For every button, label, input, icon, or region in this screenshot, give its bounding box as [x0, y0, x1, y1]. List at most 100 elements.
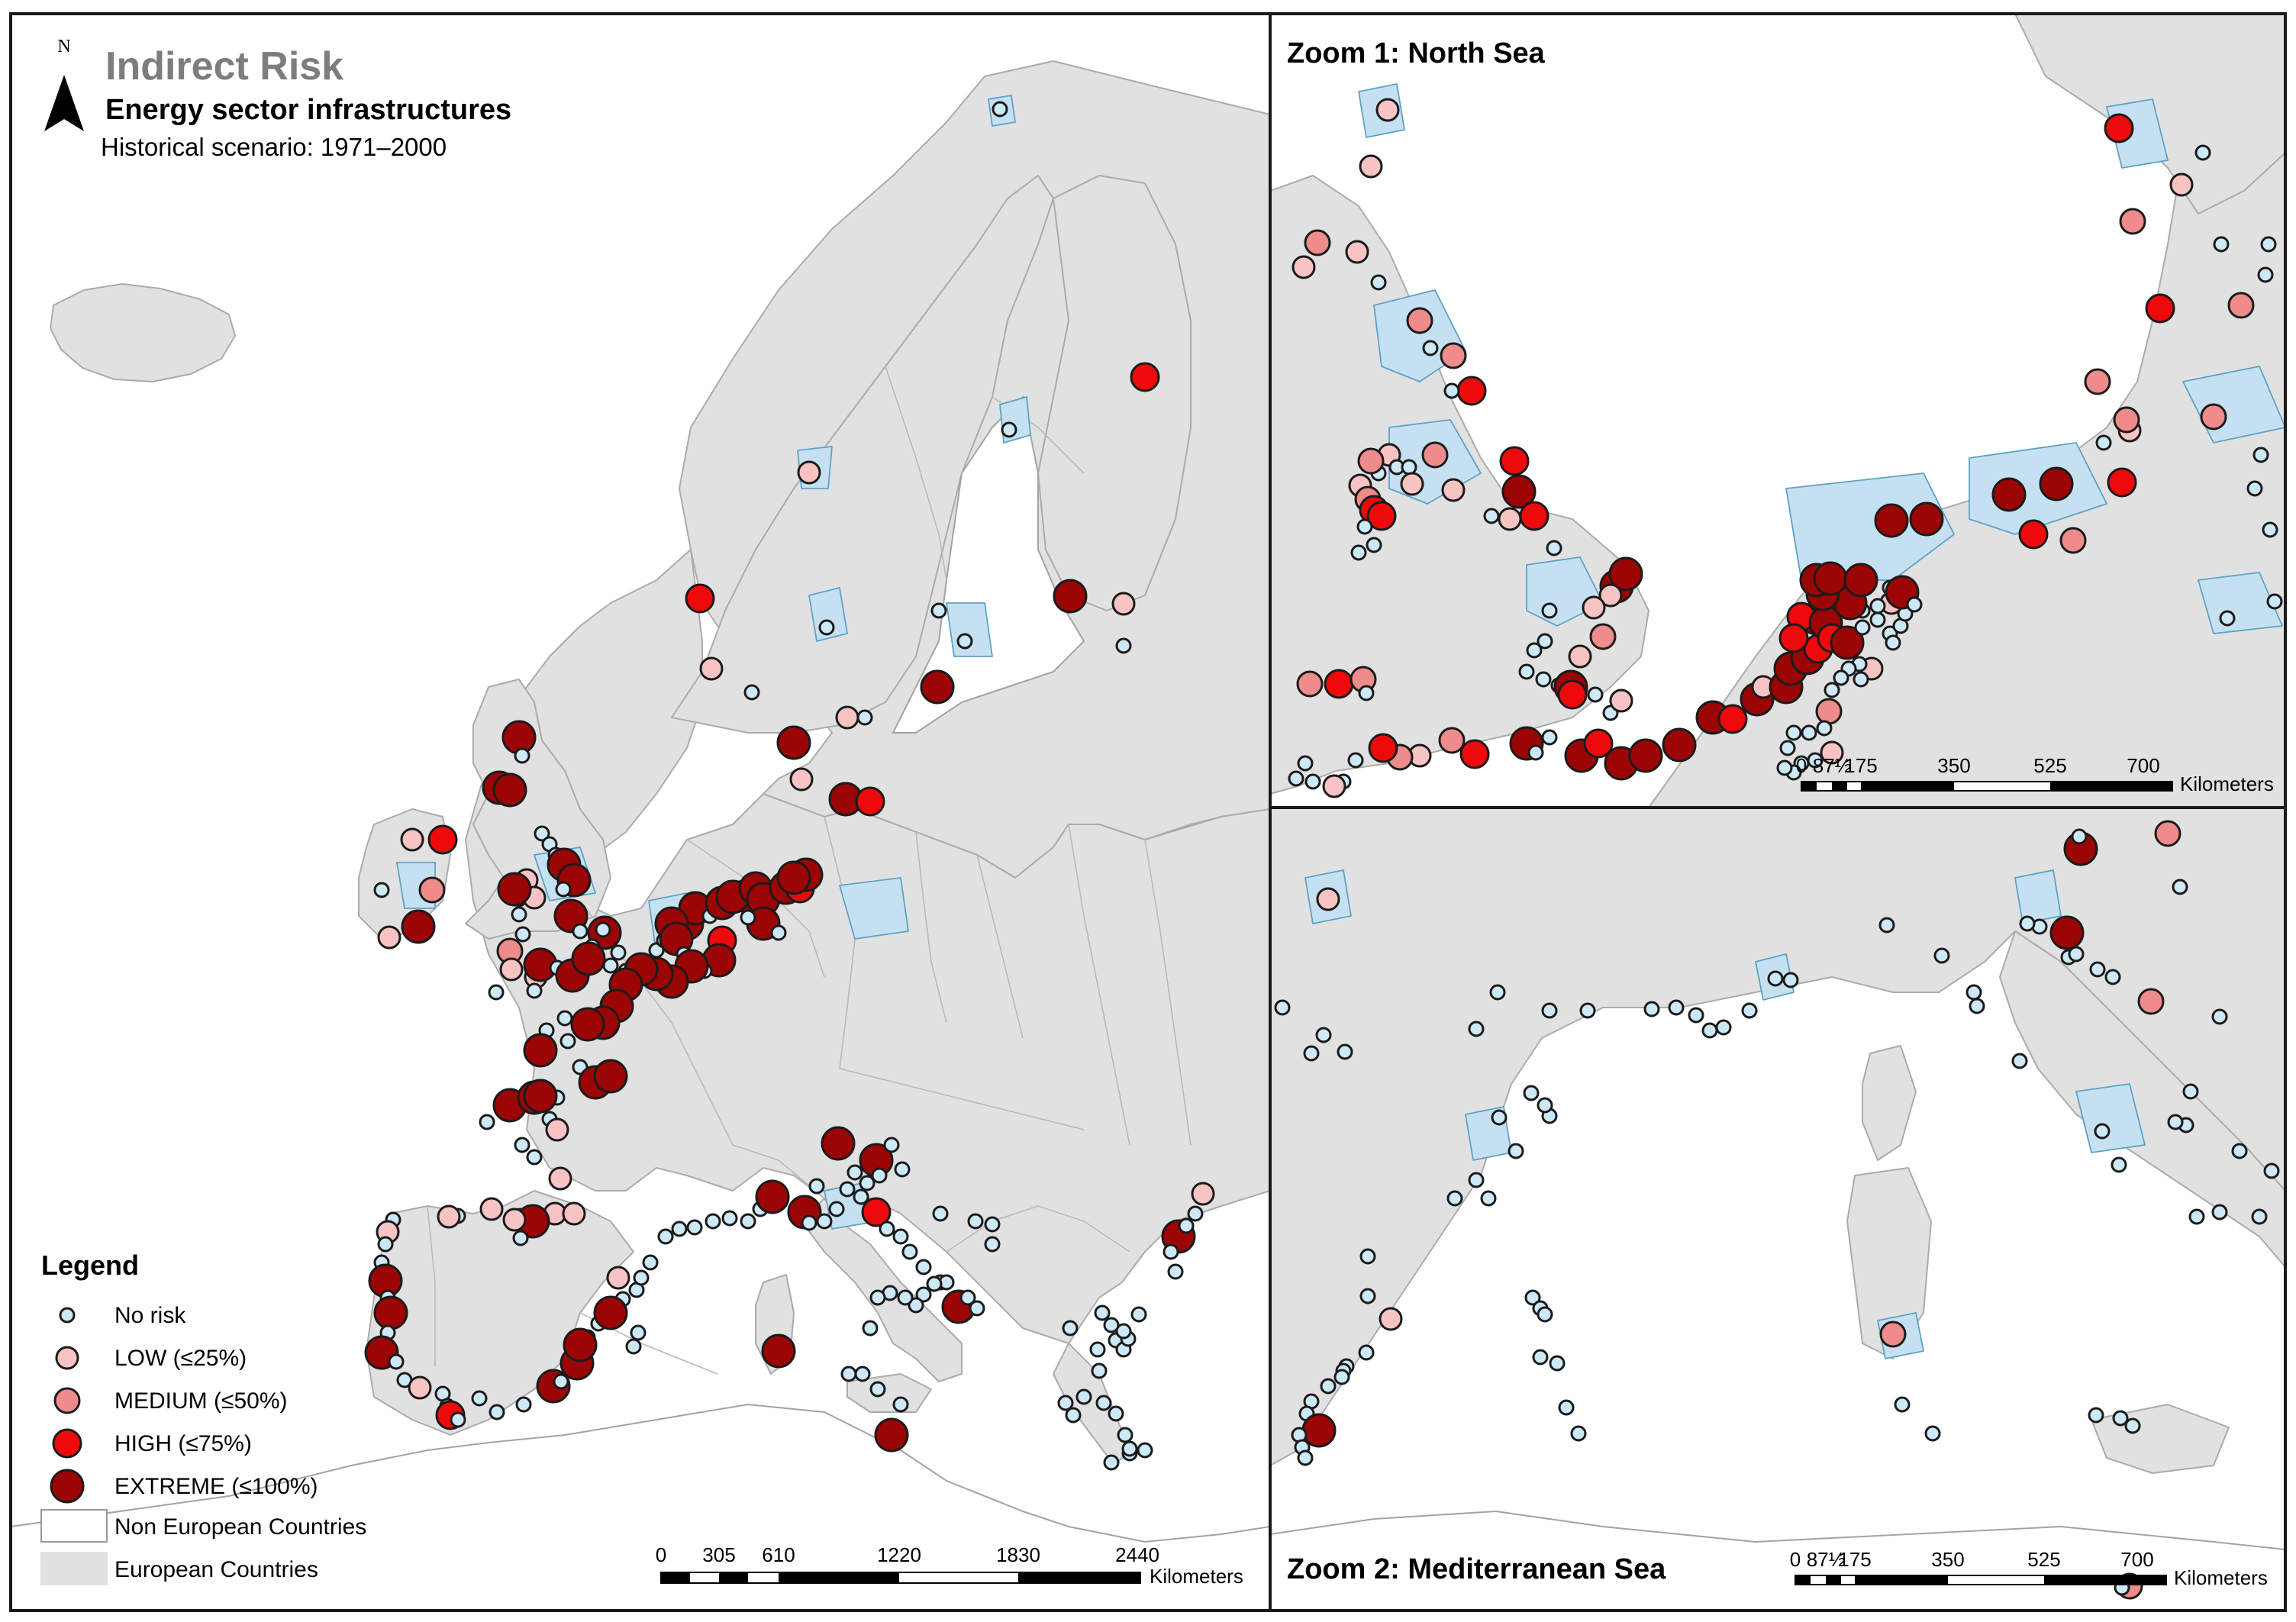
- main-risk-point-none: [630, 1324, 647, 1341]
- zoom1-risk-point-none: [1906, 596, 1923, 613]
- main-risk-point-extreme: [593, 1059, 628, 1094]
- zoom1-risk-point-none: [1779, 740, 1796, 756]
- zoom1-risk-point-medium: [1421, 441, 1449, 469]
- main-risk-point-none: [633, 1269, 650, 1286]
- zoom1-risk-point-none: [2219, 610, 2236, 627]
- main-risk-point-none: [602, 957, 619, 974]
- main-risk-point-none: [559, 1033, 576, 1050]
- main-scale-tick-0: 0: [656, 1543, 666, 1566]
- zoom2-scale-unit: Kilometers: [2174, 1566, 2268, 1589]
- zoom1-risk-point-high: [2107, 467, 2137, 498]
- main-risk-point-none: [869, 1381, 886, 1398]
- main-risk-point-none: [930, 602, 947, 619]
- zoom1-risk-point-extreme: [1991, 477, 2027, 512]
- main-risk-point-none: [992, 101, 1008, 118]
- zoom1-risk-point-medium: [1440, 342, 1467, 369]
- zoom2-risk-point-none: [2188, 1208, 2205, 1225]
- zoom1-risk-point-none: [1853, 671, 1869, 688]
- zoom1-risk-point-none: [1816, 720, 1833, 737]
- scenario-label: Historical scenario: 1971–2000: [101, 133, 447, 161]
- main-risk-point-none: [642, 1254, 659, 1271]
- main-risk-point-none: [883, 1137, 900, 1153]
- zoom1-risk-point-none: [1350, 544, 1367, 561]
- main-scale-tick-1: 305: [702, 1543, 735, 1566]
- main-risk-point-none: [1103, 1454, 1120, 1471]
- main-risk-point-none: [1094, 1304, 1111, 1321]
- zoom2-risk-point-none: [1524, 1289, 1541, 1306]
- main-risk-point-none: [1001, 421, 1017, 438]
- zoom2-scale-bar: 0 87½ 175 350 525 700 Kilometers: [1790, 1548, 2268, 1589]
- legend: Legend No risk LOW (≤25%) MEDIUM (≤50%) …: [40, 1250, 366, 1585]
- zoom2-risk-point-none: [1741, 1002, 1758, 1019]
- main-risk-point-none: [610, 944, 627, 961]
- zoom2-risk-point-low: [1316, 887, 1340, 911]
- main-risk-point-none: [808, 1178, 825, 1195]
- zoom2-risk-point-none: [1537, 1097, 1553, 1114]
- main-scale-bar: 0 305 610 1220 1830 2440 Kilometers: [656, 1543, 1243, 1588]
- zoom2-risk-point-none: [2251, 1208, 2268, 1225]
- zoom2-risk-point-none: [1878, 917, 1895, 934]
- main-risk-point-extreme: [920, 669, 955, 705]
- zoom1-risk-point-low: [1820, 740, 1844, 765]
- zoom1-risk-point-none: [2260, 236, 2277, 253]
- zoom1-risk-point-none: [1869, 611, 1886, 628]
- legend-swatch-medium: [53, 1387, 81, 1414]
- main-risk-point-extreme: [1053, 579, 1088, 614]
- zoom2-sardinia: [1846, 1167, 1932, 1359]
- zoom1-risk-point-none: [1587, 686, 1604, 703]
- zoom1-risk-point-none: [2095, 434, 2112, 451]
- zoom2-italy: [1999, 930, 2285, 1268]
- main-risk-point-none: [534, 825, 550, 842]
- north-arrow-icon: [44, 75, 84, 131]
- zoom1-risk-point-none: [2252, 447, 2269, 463]
- zoom1-risk-point-none: [1526, 642, 1543, 659]
- legend-label-medium: MEDIUM (≤50%): [114, 1388, 287, 1414]
- main-scale-unit: Kilometers: [1150, 1565, 1243, 1588]
- zoom2-risk-point-none: [2263, 1162, 2280, 1179]
- main-risk-point-none: [479, 1114, 495, 1130]
- zoom2-risk-point-none: [1933, 947, 1950, 964]
- main-risk-point-none: [1163, 1243, 1179, 1260]
- zoom2-risk-point-none: [1924, 1425, 1941, 1442]
- zoom1-risk-point-high: [1324, 669, 1354, 699]
- zoom1-risk-point-none: [2246, 480, 2263, 497]
- zoom1-risk-point-high: [1778, 623, 1809, 653]
- zoom1-risk-point-medium: [1296, 670, 1324, 698]
- zoom2-risk-point-none: [2112, 1410, 2129, 1427]
- main-risk-point-none: [770, 924, 787, 941]
- main-risk-point-none: [1075, 1388, 1092, 1405]
- zoom2-north-africa: [1270, 1510, 2285, 1611]
- main-risk-point-none: [818, 619, 835, 636]
- zoom1-risk-point-high: [2145, 293, 2175, 324]
- zoom1-risk-point-low: [1400, 472, 1424, 496]
- zoom1-risk-point-low: [1322, 774, 1346, 798]
- zoom2-risk-point-none: [2231, 1143, 2248, 1159]
- main-risk-point-none: [388, 1353, 405, 1370]
- zoom2-scale-tick-0: 0: [1790, 1548, 1801, 1571]
- iceland-landmass: [50, 283, 236, 382]
- zoom1-risk-point-low: [1375, 98, 1400, 122]
- north-africa: [11, 1403, 1270, 1611]
- main-risk-point-medium: [418, 876, 446, 904]
- zoom1-risk-point-extreme: [1628, 738, 1663, 773]
- zoom1-risk-point-none: [1518, 663, 1535, 680]
- main-risk-point-none: [1108, 1405, 1124, 1422]
- zoom1-risk-point-extreme: [1830, 625, 1865, 660]
- zoom1-risk-point-medium: [2227, 292, 2255, 319]
- zoom1-risk-point-extreme: [2039, 466, 2074, 501]
- main-risk-point-none: [967, 1213, 984, 1230]
- main-risk-point-none: [377, 1236, 394, 1253]
- zoom1-risk-point-medium: [1304, 229, 1331, 256]
- zoom1-risk-point-none: [2257, 266, 2274, 283]
- zoom2-risk-point-medium: [2154, 820, 2182, 847]
- north-arrow-label: N: [57, 37, 70, 56]
- main-risk-point-none: [1121, 1440, 1138, 1457]
- zoom1-risk-point-high: [1557, 679, 1588, 710]
- zoom2-risk-point-none: [1894, 1396, 1911, 1413]
- main-risk-point-low: [479, 1197, 504, 1221]
- main-risk-point-extreme: [593, 1295, 628, 1330]
- main-risk-point-none: [856, 709, 873, 726]
- zoom2-risk-point-none: [1965, 984, 1982, 1001]
- zoom1-risk-point-high: [1456, 376, 1487, 406]
- zoom1-risk-point-none: [1366, 537, 1382, 553]
